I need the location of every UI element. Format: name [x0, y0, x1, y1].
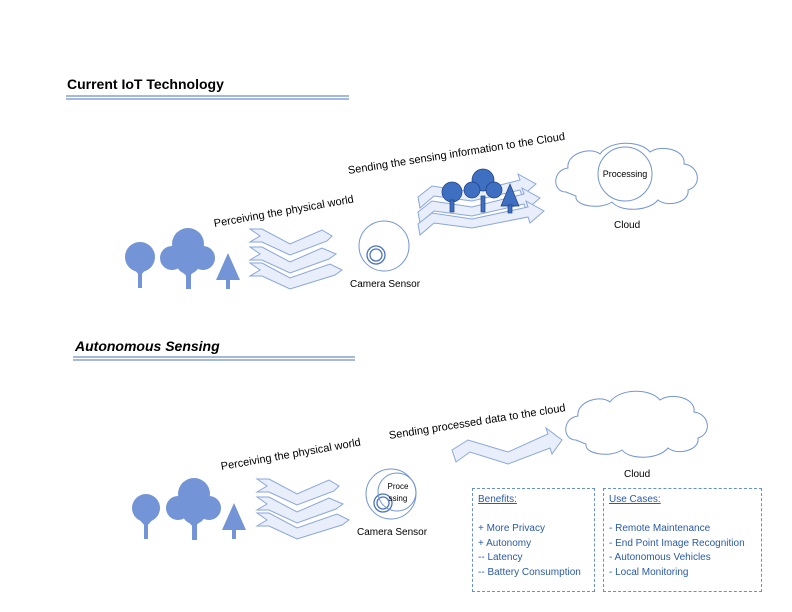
use-case-item: - Local Monitoring: [609, 566, 689, 578]
sensor-processing-label-1: Proce: [387, 482, 409, 491]
send-arrow-2: [451, 426, 563, 465]
chevron-arrow: [255, 496, 345, 524]
cloud-2: [565, 390, 708, 458]
benefit-item: + Autonomy: [478, 537, 532, 549]
title-underline-2: [73, 356, 355, 361]
perceive-arrows-1: [248, 228, 343, 290]
chevron-arrow: [248, 262, 343, 290]
section-title-current-iot: Current IoT Technology: [67, 76, 224, 92]
benefit-item: -- Latency: [478, 552, 523, 563]
tree-icon: [216, 253, 240, 289]
chevron-arrow: [255, 512, 350, 540]
camera-sensor-1: [358, 220, 410, 272]
camera-sensor-label-2: Camera Sensor: [357, 527, 428, 538]
tree-icon: [463, 168, 503, 213]
tree-icon: [441, 181, 463, 213]
use-case-item: - Remote Maintenance: [609, 523, 711, 534]
use-cases-heading: Use Cases:: [609, 494, 661, 505]
trees-group-2: [132, 478, 246, 540]
benefits-heading: Benefits:: [478, 494, 517, 505]
processing-circle-1: [597, 146, 653, 202]
cloud-label-2: Cloud: [624, 469, 651, 480]
trees-in-transit: [441, 168, 520, 214]
tree-icon: [160, 228, 215, 289]
title-underline-1: [66, 95, 349, 100]
section-title-autonomous-sensing: Autonomous Sensing: [75, 338, 220, 354]
chevron-arrow: [248, 246, 338, 274]
camera-sensor-2: [365, 468, 417, 520]
chevron-arrow: [248, 228, 333, 256]
cloud-1: [555, 142, 698, 210]
benefit-item: + More Privacy: [478, 523, 545, 534]
tree-icon: [500, 183, 520, 214]
chevron-arrow: [417, 199, 545, 236]
use-case-item: - End Point Image Recognition: [609, 537, 745, 549]
tree-icon: [222, 503, 246, 539]
tree-icon: [132, 494, 160, 539]
tree-icon: [166, 478, 221, 540]
perceive-arrows-2: [255, 478, 350, 540]
use-case-item: - Autonomous Vehicles: [609, 552, 711, 563]
benefit-item: -- Battery Consumption: [478, 566, 581, 578]
trees-group-1: [125, 228, 240, 289]
tree-icon: [125, 242, 155, 288]
sensor-processing-label-2: ssing: [388, 494, 408, 503]
benefits-box: Benefits: + More Privacy + Autonomy -- L…: [472, 488, 595, 592]
camera-sensor-label-1: Camera Sensor: [350, 279, 421, 290]
cloud-label-1: Cloud: [614, 220, 641, 231]
use-cases-box: Use Cases: - Remote Maintenance - End Po…: [603, 488, 762, 592]
chevron-arrow: [255, 478, 340, 506]
cloud-processing-label: Processing: [602, 169, 648, 179]
